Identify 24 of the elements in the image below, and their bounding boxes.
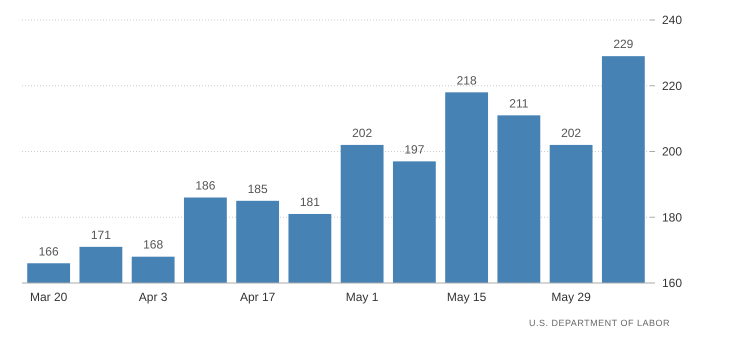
x-tick-label: Apr 17 [240,290,276,304]
data-label: 171 [90,228,112,242]
x-tick-label: May 1 [346,290,379,304]
x-tick-label: Apr 3 [138,290,168,304]
text: U.S. DEPARTMENT OF LABOR [528,318,670,328]
x-tick-label: Mar 20 [30,290,68,304]
y-tick-label: 160 [662,276,682,290]
data-label: 166 [38,244,59,258]
data-label: 197 [404,142,425,156]
data-label: 229 [613,37,634,52]
data-label: 185 [248,182,268,196]
data-label: 211 [509,96,529,110]
data-label: 168 [143,238,164,252]
y-tick-label: 180 [662,210,682,224]
y-tick-label: 220 [662,78,682,93]
data-label: 186 [195,178,216,193]
x-tick-label: May 15 [446,290,487,304]
y-tick-label: 240 [662,13,682,28]
data-label: 202 [561,126,582,140]
y-tick-label: 200 [662,144,682,159]
data-label: 218 [456,73,477,88]
data-label: 181 [300,194,320,209]
data-label: 202 [352,126,372,140]
x-tick-label: May 29 [551,290,592,304]
